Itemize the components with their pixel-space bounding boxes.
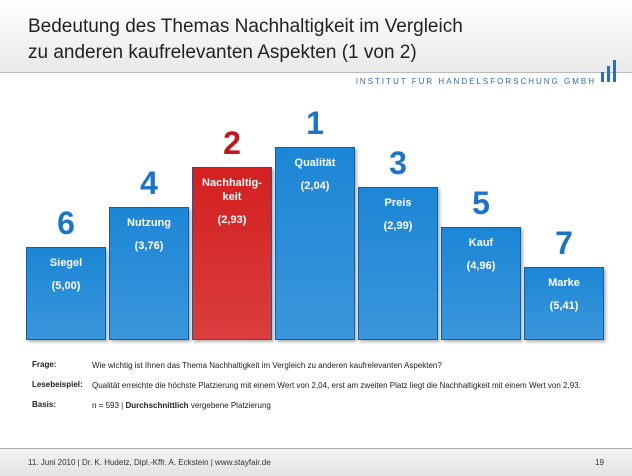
note-bold: Durchschnittlich [125, 401, 189, 410]
note-text: n = 593 | Durchschnittlich vergebene Pla… [92, 400, 602, 411]
note-key: Basis: [32, 400, 57, 409]
bar: Nachhaltig-keit (2,93) [192, 167, 272, 340]
value-label: (5,00) [51, 280, 81, 292]
bar: Siegel (5,00) [26, 247, 106, 340]
bar: Marke (5,41) [524, 267, 604, 340]
bar: Qualität (2,04) [275, 147, 355, 340]
value-label: (5,41) [549, 300, 579, 312]
logo-text: INSTITUT FUR HANDELSFORSCHUNG GMBH [355, 77, 596, 86]
rank-label: 2 [223, 125, 241, 161]
bar-label: Kauf [468, 237, 494, 249]
bar-label: Marke [548, 277, 580, 289]
page-number: 19 [595, 458, 604, 467]
footer-text: 11. Juni 2010 | Dr. K. Hudetz, Dipl.-Kff… [28, 458, 271, 467]
note-text: Qualität erreichte die höchste Platzieru… [92, 381, 581, 390]
note-key: Lesebeispiel: [32, 380, 83, 389]
rank-label: 3 [389, 145, 407, 181]
bar-label: Siegel [49, 257, 83, 269]
bar-label: Nachhaltig-keit [202, 177, 262, 203]
rank-label: 1 [306, 105, 324, 141]
note-row: Frage: Wie wichtig ist Ihnen das Thema Na… [32, 360, 602, 371]
chart: Siegel (5,00) 6 Nutzung (3,76) 4 Nachhaltig-ke… [0, 95, 632, 345]
rank-label: 4 [140, 165, 158, 201]
notes: Frage: Wie wichtig ist Ihnen das Thema Na… [32, 360, 602, 420]
value-label: (2,04) [300, 180, 330, 192]
note-key: Frage: [32, 360, 57, 369]
note-row: Lesebeispiel: Qualität erreichte die höch… [32, 380, 602, 391]
title-line: zu anderen kaufrelevanten Aspekten (1 vo… [28, 42, 417, 63]
title-line: Bedeutung des Themas Nachhaltigkeit im V… [28, 16, 463, 37]
note-part: n = 593 | [92, 401, 124, 410]
bar: Nutzung (3,76) [109, 207, 189, 340]
header: Bedeutung des Themas Nachhaltigkeit im V… [0, 0, 632, 73]
note-row: Basis: n = 593 | Durchschnittlich vergebe… [32, 400, 602, 411]
value-label: (3,76) [134, 240, 164, 252]
value-label: (2,93) [217, 214, 247, 226]
bar-label: Nutzung [127, 217, 171, 229]
note-text: Wie wichtig ist Ihnen das Thema Nachhalt… [92, 361, 442, 370]
rank-label: 7 [555, 225, 573, 261]
value-label: (2,99) [383, 220, 413, 232]
rank-label: 5 [472, 185, 490, 221]
bar: Kauf (4,96) [441, 227, 521, 340]
bar-label: Qualität [294, 157, 336, 169]
footer: 11. Juni 2010 | Dr. K. Hudetz, Dipl.-Kff… [0, 448, 632, 476]
note-part: vergebene Platzierung [190, 401, 271, 410]
bar: Preis (2,99) [358, 187, 438, 340]
logo-icon [601, 60, 616, 82]
value-label: (4,96) [466, 260, 496, 272]
rank-label: 6 [57, 205, 75, 241]
bar-label: Preis [384, 197, 412, 209]
